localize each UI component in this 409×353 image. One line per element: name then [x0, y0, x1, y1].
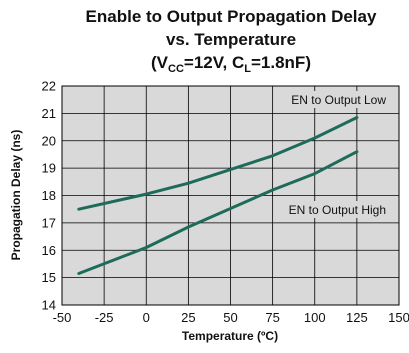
- chart-title-line-1: Enable to Output Propagation Delay: [86, 7, 377, 26]
- grid: [62, 86, 399, 305]
- y-tick-label: 15: [42, 270, 56, 285]
- chart-title-line-3: (VCC=12V, CL=1.8nF): [151, 53, 311, 75]
- tick-labels: -50 -25 0 25 50 75 100 125 150 14 15 16 17 18 19 20 21 22: [42, 79, 409, 326]
- title-part-vcc-sub: CC: [168, 63, 184, 75]
- y-tick-label: 19: [42, 161, 56, 176]
- x-tick-label: 25: [181, 310, 195, 325]
- x-tick-label: -25: [95, 310, 114, 325]
- x-tick-label: 150: [388, 310, 409, 325]
- series-group: [77, 116, 359, 275]
- y-axis-label: Propagation Delay (ns): [9, 130, 23, 261]
- series-label-en-to-output-low: EN to Output Low: [291, 93, 386, 107]
- annotation-bg-low: [278, 91, 390, 108]
- y-tick-label: 17: [42, 215, 56, 230]
- x-tick-label: 125: [346, 310, 368, 325]
- y-tick-label: 16: [42, 243, 56, 258]
- chart-title-line-2: vs. Temperature: [166, 30, 296, 49]
- x-tick-label: 0: [143, 310, 150, 325]
- title-part-cl-sub: L: [244, 63, 251, 75]
- title-part-cl-value: =1.8nF): [251, 53, 311, 72]
- y-tick-label: 14: [42, 298, 56, 313]
- y-tick-label: 20: [42, 133, 56, 148]
- annotation-bg-high: [278, 201, 390, 218]
- title-part-v: (V: [151, 53, 169, 72]
- y-tick-label: 21: [42, 106, 56, 121]
- x-tick-label: 100: [304, 310, 326, 325]
- series-line-en-to-output-low: [77, 116, 359, 211]
- series-label-en-to-output-high: EN to Output High: [289, 203, 386, 217]
- y-tick-label: 22: [42, 79, 56, 94]
- series-line-en-to-output-high: [77, 150, 359, 275]
- title-part-vcc-value: =12V, C: [184, 53, 244, 72]
- y-tick-label: 18: [42, 188, 56, 203]
- x-tick-label: 50: [223, 310, 237, 325]
- x-tick-label: -50: [53, 310, 72, 325]
- x-axis-label: Temperature (ºC): [182, 329, 278, 343]
- x-tick-label: 75: [265, 310, 279, 325]
